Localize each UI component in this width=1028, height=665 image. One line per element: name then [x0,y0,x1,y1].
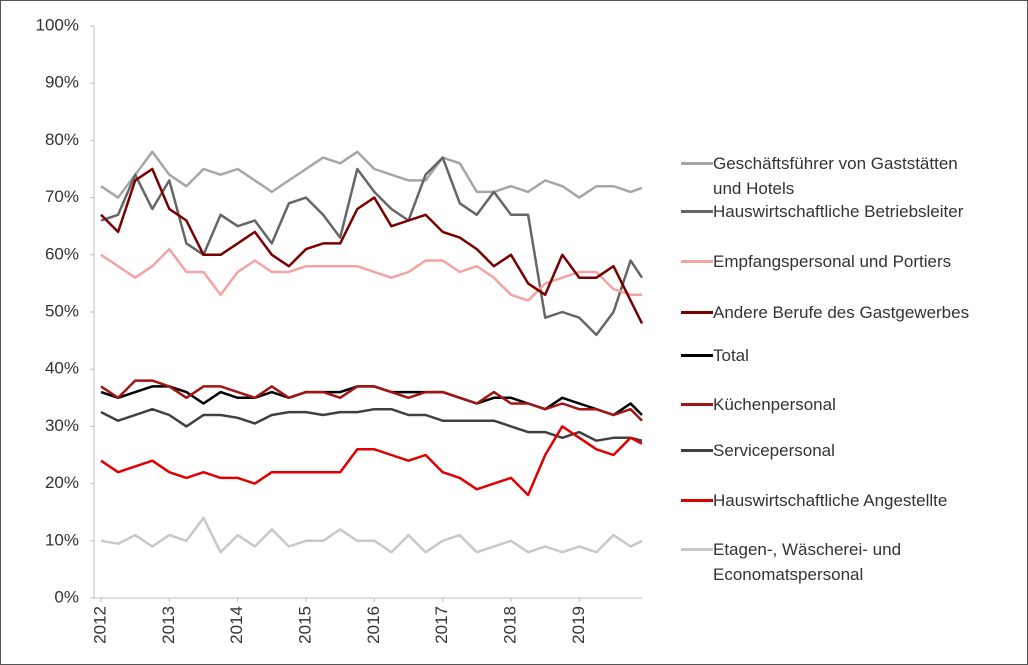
legend-label: Etagen-, Wäscherei- und Economatspersona… [713,540,902,584]
legend-swatch [681,162,713,165]
series-line [100,156,644,337]
legend-item: Andere Berufe des Gastgewerbes [681,300,969,325]
y-tick-label: 70% [45,187,79,206]
x-tick-label: 2013 [159,606,178,644]
x-tick-label: 2016 [364,606,383,644]
legend-label: Küchenpersonal [713,395,836,414]
series-line [100,379,643,422]
legend-label: Empfangspersonal und Portiers [713,252,952,271]
series-line [100,247,642,302]
legend-item: Hauswirtschaftliche Angestellte [681,488,947,513]
series-line [100,150,643,199]
legend-swatch [681,354,713,357]
legend-swatch [681,548,713,551]
legend-label: Hauswirtschaftliche Angestellte [713,491,948,510]
y-tick-label: 30% [45,416,79,435]
legend-item: Empfangspersonal und Portiers [681,249,951,274]
x-tick-label: 2014 [227,606,246,644]
legend-item: Hauswirtschaftliche Betriebsleiter [681,199,963,224]
legend-item: Etagen-, Wäscherei- und Economatspersona… [681,537,953,587]
series-line [100,425,643,497]
legend-swatch [681,403,713,406]
y-tick-label: 50% [45,301,79,320]
legend-swatch [681,311,713,314]
legend-swatch [681,499,713,502]
y-tick-label: 100% [36,15,79,34]
x-tick-label: 2019 [569,606,588,644]
y-tick-label: 20% [45,473,79,492]
y-tick-label: 80% [45,130,79,149]
legend-label: Servicepersonal [713,441,835,460]
legend-swatch [681,210,713,213]
legend-label: Hauswirtschaftliche Betriebsleiter [713,202,964,221]
series-line [100,167,644,324]
legend-item: Küchenpersonal [681,392,836,417]
legend-label: Andere Berufe des Gastgewerbes [713,303,970,322]
x-tick-label: 2012 [90,606,109,644]
y-tick-label: 90% [45,73,79,92]
x-tick-label: 2018 [500,606,519,644]
y-tick-label: 10% [45,530,79,549]
legend-item: Servicepersonal [681,438,835,463]
legend-label: Total [713,346,749,365]
legend-swatch [681,449,713,452]
legend-label: Geschäftsführer von Gaststätten und Hote… [713,154,958,198]
legend-item: Geschäftsführer von Gaststätten und Hote… [681,151,983,201]
x-tick-label: 2017 [432,606,451,644]
x-tick-label: 2015 [295,606,314,644]
y-tick-label: 0% [54,587,79,606]
legend-item: Total [681,343,749,368]
y-tick-label: 40% [45,359,79,378]
legend-swatch [681,260,713,263]
series-line [100,516,643,554]
y-tick-label: 60% [45,244,79,263]
